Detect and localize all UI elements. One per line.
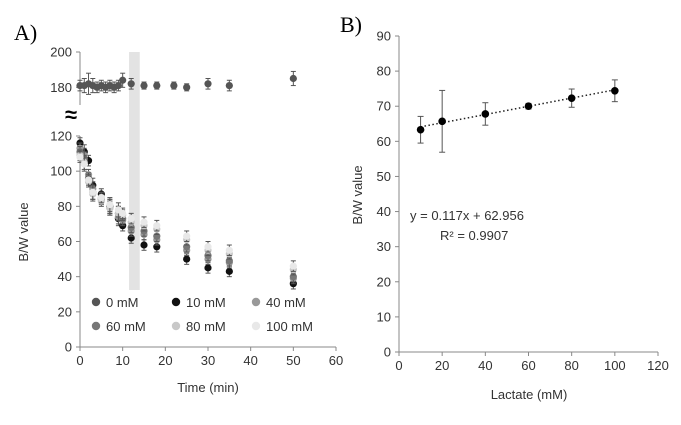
chart-a-y-tick-label: 0 [65, 340, 72, 355]
chart-b-x-tick-label: 40 [478, 358, 492, 373]
legend-label: 0 mM [106, 295, 139, 310]
chart-a-y-tick-label: 20 [58, 304, 72, 319]
chart-b-y-tick-label: 50 [377, 169, 391, 184]
panel-b-letter: B) [340, 12, 362, 37]
chart-b-xlabel: Lactate (mM) [491, 387, 568, 402]
chart-b-x-tick-label: 0 [395, 358, 402, 373]
data-point-10-mm [140, 241, 148, 249]
legend-marker [251, 297, 261, 307]
data-point-10-mm [183, 255, 191, 263]
chart-a-x-tick-label: 0 [76, 353, 83, 368]
chart-a-y-tick-label: 40 [58, 269, 72, 284]
chart-a-y-tick-label: 180 [50, 80, 72, 95]
data-point-0-mm [289, 74, 297, 83]
data-point [524, 102, 533, 111]
data-point-100-mm [80, 160, 88, 168]
data-point [416, 125, 425, 134]
chart-a-x-tick-label: 60 [329, 353, 343, 368]
legend-marker [91, 321, 101, 331]
highlight-band [129, 52, 140, 290]
axis-break-symbol: ≈ [65, 102, 77, 127]
chart-a-x-tick-label: 30 [201, 353, 215, 368]
chart-a: Time (min) B/W value ≈ 02040608010012018… [16, 45, 343, 396]
chart-b-y-tick-label: 10 [377, 309, 391, 324]
data-point-100-mm [289, 262, 297, 270]
chart-a-x-tick-label: 20 [158, 353, 172, 368]
data-point-0-mm [114, 81, 122, 90]
data-point-100-mm [76, 153, 84, 161]
chart-a-y-tick-label: 200 [50, 45, 72, 60]
data-point-100-mm [89, 188, 97, 196]
data-point-10-mm [225, 267, 233, 275]
legend-label: 80 mM [186, 319, 226, 334]
legend-label: 100 mM [266, 319, 313, 334]
data-point [481, 110, 490, 118]
trendline [420, 89, 615, 128]
trendline-equation: y = 0.117x + 62.956 [410, 208, 524, 223]
data-point-0-mm [119, 76, 127, 84]
data-point-0-mm [204, 80, 212, 88]
data-point-100-mm [225, 246, 233, 254]
chart-b-x-tick-label: 80 [564, 358, 578, 373]
chart-b-y-tick-label: 60 [377, 134, 391, 149]
data-point [567, 94, 576, 102]
chart-b-y-tick-label: 80 [377, 64, 391, 79]
legend-marker [91, 297, 101, 307]
data-point-100-mm [97, 193, 105, 202]
chart-b-y-tick-label: 0 [384, 345, 391, 360]
data-point-0-mm [127, 80, 135, 88]
data-point-0-mm [153, 81, 161, 90]
data-point-0-mm [225, 81, 233, 90]
chart-a-y-tick-label: 80 [58, 199, 72, 214]
chart-a-x-tick-label: 40 [243, 353, 257, 368]
chart-a-y-tick-label: 120 [50, 129, 72, 144]
chart-b-x-tick-label: 20 [435, 358, 449, 373]
data-point-100-mm [183, 232, 191, 240]
chart-b-y-tick-label: 20 [377, 274, 391, 289]
chart-b-y-tick-label: 90 [377, 29, 391, 44]
data-point [611, 86, 619, 95]
legend-label: 10 mM [186, 295, 226, 310]
chart-b-y-tick-label: 40 [377, 204, 391, 219]
chart-a-xlabel: Time (min) [177, 380, 239, 395]
chart-a-x-tick-label: 50 [286, 353, 300, 368]
chart-b-y-tick-label: 70 [377, 99, 391, 114]
data-point-100-mm [140, 218, 148, 226]
data-point-100-mm [204, 243, 212, 251]
chart-a-y-tick-label: 100 [50, 164, 72, 179]
chart-b-x-tick-label: 60 [521, 358, 535, 373]
chart-a-x-tick-label: 10 [115, 353, 129, 368]
chart-b-x-tick-label: 120 [647, 358, 669, 373]
data-point-10-mm [204, 264, 212, 272]
chart-b: Lactate (mM) B/W value y = 0.117x + 62.9… [350, 29, 669, 403]
data-point-100-mm [119, 209, 127, 217]
chart-b-ylabel: B/W value [350, 165, 365, 224]
legend-label: 60 mM [106, 319, 146, 334]
legend-label: 40 mM [266, 295, 306, 310]
legend-marker [171, 297, 181, 307]
chart-b-y-tick-label: 30 [377, 239, 391, 254]
data-point-0-mm [170, 81, 178, 90]
data-point-100-mm [127, 215, 135, 223]
data-point-0-mm [183, 83, 191, 91]
data-point-100-mm [153, 222, 161, 230]
legend-marker [171, 321, 181, 331]
chart-a-ylabel: B/W value [16, 202, 31, 261]
data-point-100-mm [84, 176, 93, 184]
chart-b-x-tick-label: 100 [604, 358, 626, 373]
data-point-0-mm [140, 81, 148, 90]
panel-a-letter: A) [14, 20, 37, 45]
data-point [438, 117, 446, 126]
r-squared-label: R² = 0.9907 [440, 228, 508, 243]
data-point-100-mm [106, 200, 114, 209]
legend-marker [251, 321, 261, 331]
chart-a-y-tick-label: 60 [58, 234, 72, 249]
